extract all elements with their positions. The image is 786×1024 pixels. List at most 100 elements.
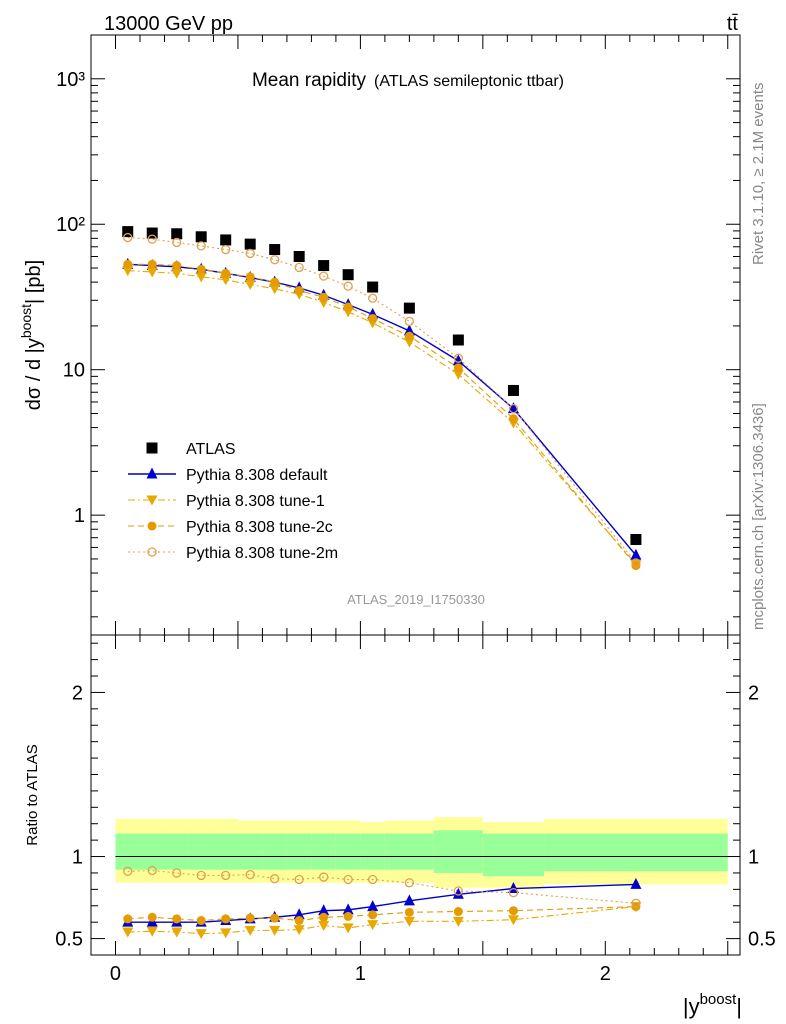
y-tick-label: 10³ xyxy=(56,69,85,91)
series-line-pythia-8-308-tune-2m xyxy=(127,237,637,564)
x-axis-label: |yboost| xyxy=(683,991,742,1019)
ratio-point-pythia-8-308-default xyxy=(293,908,305,920)
data-point-pythia-8-308-tune-1 xyxy=(244,280,256,291)
ratio-point-pythia-8-308-tune-2c xyxy=(631,902,641,912)
data-point-atlas xyxy=(220,234,232,246)
stat-uncertainty-band xyxy=(213,833,238,870)
ratio-point-pythia-8-308-default xyxy=(318,904,330,916)
data-point-pythia-8-308-tune-2c xyxy=(343,302,353,312)
ratio-point-pythia-8-308-tune-2c xyxy=(294,916,304,926)
ratio-point-pythia-8-308-tune-2m xyxy=(196,870,206,881)
stat-uncertainty-band xyxy=(360,833,385,870)
data-point-pythia-8-308-tune-2m xyxy=(196,241,206,251)
data-point-pythia-8-308-tune-2c xyxy=(368,313,378,323)
data-point-pythia-8-308-tune-2m xyxy=(294,262,304,273)
y-tick-label: 10 xyxy=(63,360,85,382)
data-point-pythia-8-308-tune-2m xyxy=(123,232,133,243)
data-point-pythia-8-308-tune-2m xyxy=(453,353,464,363)
ratio-point-pythia-8-308-tune-2m xyxy=(270,874,280,884)
data-point-pythia-8-308-tune-2c xyxy=(172,261,182,271)
data-point-atlas xyxy=(195,231,207,243)
main-y-axis-label: dσ / d |yboost| [pb] xyxy=(18,260,45,410)
ratio-panel: 0.5 0.5 1 1 2 2 0 1 2 Ratio to ATLAS |yboost| xyxy=(24,634,776,1019)
ratio-point-pythia-8-308-tune-2m xyxy=(147,865,157,876)
chart-subtitle: (ATLAS semileptonic ttbar) xyxy=(374,73,564,90)
ratio-point-pythia-8-308-default xyxy=(342,903,354,915)
data-point-atlas xyxy=(171,228,183,240)
ratio-y-tick-label: 1 xyxy=(72,847,83,869)
data-point-pythia-8-308-tune-2m xyxy=(631,558,641,568)
data-point-pythia-8-308-tune-1 xyxy=(146,267,158,278)
ratio-y-tick-label-right: 0.5 xyxy=(748,929,776,951)
data-point-atlas xyxy=(293,251,305,263)
data-point-pythia-8-308-tune-2m xyxy=(404,316,415,326)
ratio-point-pythia-8-308-tune-2m xyxy=(404,878,415,888)
legend-label: Pythia 8.308 default xyxy=(186,467,328,484)
data-point-pythia-8-308-tune-2m xyxy=(343,281,353,291)
stat-uncertainty-band xyxy=(482,833,545,877)
data-point-atlas xyxy=(342,269,354,281)
ratio-panel-data xyxy=(122,865,642,940)
ratio-point-pythia-8-308-tune-2c xyxy=(343,911,353,921)
data-point-atlas xyxy=(507,384,519,396)
data-point-pythia-8-308-tune-2m xyxy=(367,293,378,303)
stat-uncertainty-band xyxy=(237,833,263,870)
data-point-pythia-8-308-tune-2m xyxy=(245,248,255,259)
data-point-atlas xyxy=(367,281,379,293)
ratio-point-pythia-8-308-tune-1 xyxy=(342,923,354,934)
data-point-atlas xyxy=(452,334,464,346)
data-point-pythia-8-308-tune-2c xyxy=(221,268,231,278)
stat-uncertainty-band xyxy=(335,833,361,870)
data-point-atlas xyxy=(403,302,415,314)
ratio-point-pythia-8-308-default xyxy=(452,887,464,899)
rivet-version-label: Rivet 3.1.10, ≥ 2.1M events xyxy=(750,83,767,266)
data-point-pythia-8-308-tune-1 xyxy=(171,268,183,279)
legend-entry-pythia-8-308-default: Pythia 8.308 default xyxy=(128,467,328,484)
legend-marker xyxy=(146,442,158,454)
data-point-pythia-8-308-tune-2c xyxy=(270,277,280,287)
ratio-y-tick-label-right: 2 xyxy=(748,682,759,704)
legend-marker xyxy=(147,547,157,557)
ratio-point-pythia-8-308-tune-2m xyxy=(453,886,464,896)
ratio-point-pythia-8-308-tune-1 xyxy=(122,927,134,938)
analysis-label: ATLAS_2019_I1750330 xyxy=(347,592,485,607)
data-point-pythia-8-308-default xyxy=(507,402,519,414)
y-tick-label: 1 xyxy=(74,505,85,527)
ratio-point-pythia-8-308-tune-2m xyxy=(172,868,182,878)
ratio-point-pythia-8-308-tune-2c xyxy=(404,907,414,917)
ratio-point-pythia-8-308-tune-1 xyxy=(195,929,207,940)
ratio-y-tick-label-right: 1 xyxy=(748,847,759,869)
ratio-panel-ticks: 0.5 0.5 1 1 2 2 0 1 2 xyxy=(55,635,776,985)
ratio-point-pythia-8-308-tune-1 xyxy=(403,916,415,927)
legend-label: Pythia 8.308 tune-1 xyxy=(186,493,325,510)
ratio-point-pythia-8-308-tune-1 xyxy=(293,925,305,936)
ratio-point-pythia-8-308-tune-2c xyxy=(508,906,518,916)
ratio-point-pythia-8-308-default xyxy=(367,900,379,912)
energy-label: 13000 GeV pp xyxy=(104,13,233,35)
process-label: tt̄ xyxy=(727,13,739,35)
ratio-point-pythia-8-308-tune-2c xyxy=(221,914,231,924)
ratio-point-pythia-8-308-tune-1 xyxy=(171,927,183,938)
main-panel-data xyxy=(122,226,642,571)
data-point-pythia-8-308-tune-2c xyxy=(453,363,463,373)
ratio-point-pythia-8-308-tune-2c xyxy=(270,913,280,923)
data-point-pythia-8-308-tune-1 xyxy=(269,284,281,295)
data-point-pythia-8-308-tune-2c xyxy=(245,272,255,282)
ratio-point-pythia-8-308-tune-1 xyxy=(269,925,281,936)
data-point-pythia-8-308-tune-2m xyxy=(270,255,280,265)
main-panel-ticks: 1 10 10² 10³ xyxy=(56,34,740,635)
data-point-pythia-8-308-tune-2c xyxy=(404,331,414,341)
legend-label: Pythia 8.308 tune-2m xyxy=(186,545,338,562)
ratio-point-pythia-8-308-tune-2c xyxy=(319,912,329,922)
legend-entry-pythia-8-308-tune-1: Pythia 8.308 tune-1 xyxy=(128,493,325,510)
ratio-point-pythia-8-308-tune-2c xyxy=(453,907,463,917)
ratio-y-axis-label: Ratio to ATLAS xyxy=(24,744,41,845)
data-point-pythia-8-308-tune-1 xyxy=(403,337,415,348)
data-point-atlas xyxy=(122,226,134,238)
y-tick-label: 10² xyxy=(56,214,85,236)
ratio-point-pythia-8-308-tune-2m xyxy=(245,869,255,880)
data-point-atlas xyxy=(318,260,330,272)
mcplots-label: mcplots.cern.ch [arXiv:1306.3436] xyxy=(750,403,767,630)
data-point-pythia-8-308-tune-2m xyxy=(172,237,182,248)
